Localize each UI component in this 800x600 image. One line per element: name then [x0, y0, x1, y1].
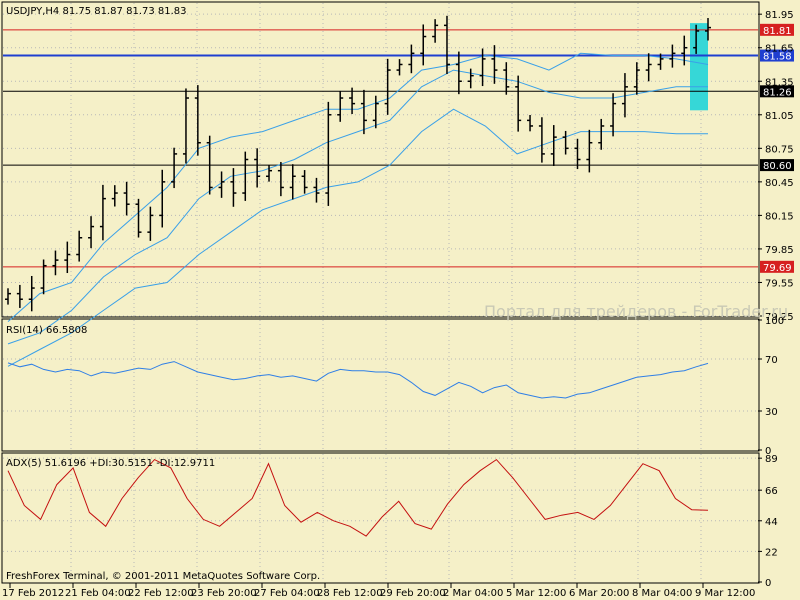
y-tick-label: 81.05 [765, 111, 794, 122]
y-tick-label: 81.35 [765, 77, 794, 88]
adx-y-tick-label: 66 [765, 486, 778, 497]
band-middle-line [7, 69, 708, 345]
watermark-text: Портал для трейдеров - ForTrader.ru [484, 302, 788, 321]
level-tag [760, 260, 794, 273]
adx-label: ADX(5) 51.6196 +DI:30.5151 -DI:12.9711 [6, 458, 215, 469]
x-tick-label: 9 Mar 12:00 [695, 588, 755, 599]
rsi-y-tick-label: 100 [765, 316, 784, 327]
level-label: 81.58 [763, 52, 792, 63]
x-tick-label: 17 Feb 2012 [2, 588, 64, 599]
level-tag [760, 23, 794, 36]
adx-pane[interactable] [1, 452, 760, 584]
band-lower-line [7, 108, 708, 367]
y-tick-label: 79.25 [765, 312, 794, 323]
adx-y-tick-label: 89 [765, 454, 778, 465]
y-tick-label: 81.65 [765, 44, 794, 55]
x-tick-label: 21 Feb 04:00 [65, 588, 131, 599]
level-tag [760, 85, 794, 98]
y-tick-label: 79.55 [765, 278, 794, 289]
adx-y-tick-label: 22 [765, 547, 778, 558]
x-tick-label: 6 Mar 20:00 [569, 588, 629, 599]
band-upper-line [7, 52, 709, 322]
x-tick-label: 8 Mar 04:00 [632, 588, 692, 599]
x-tick-label: 23 Feb 20:00 [191, 588, 257, 599]
copyright-text: FreshForex Terminal, © 2001-2011 MetaQuo… [6, 571, 320, 582]
y-tick-label: 79.85 [765, 245, 794, 256]
highlight-zone [690, 23, 708, 111]
symbol-header: USDJPY,H4 81.75 81.87 81.73 81.83 [6, 6, 187, 17]
level-label: 81.81 [763, 26, 792, 37]
adx-y-tick-label: 0 [765, 578, 771, 589]
x-tick-label: 5 Mar 12:00 [506, 588, 566, 599]
adx-line [7, 458, 709, 537]
rsi-label: RSI(14) 66.5808 [6, 325, 87, 336]
x-tick-label: 29 Feb 20:00 [380, 588, 446, 599]
y-tick-label: 80.75 [765, 144, 794, 155]
rsi-line [7, 361, 709, 399]
main-pane[interactable] [1, 1, 760, 318]
adx-y-tick-label: 44 [765, 517, 778, 528]
level-label: 81.26 [763, 87, 792, 98]
rsi-pane[interactable] [1, 318, 760, 452]
level-label: 79.69 [763, 263, 792, 274]
level-label: 80.60 [763, 161, 792, 172]
rsi-y-tick-label: 0 [765, 446, 771, 457]
x-tick-label: 27 Feb 04:00 [254, 588, 320, 599]
y-tick-label: 80.45 [765, 178, 794, 189]
rsi-y-tick-label: 70 [765, 355, 778, 366]
y-tick-label: 80.15 [765, 211, 794, 222]
x-tick-label: 28 Feb 12:00 [317, 588, 383, 599]
x-tick-label: 2 Mar 04:00 [443, 588, 503, 599]
level-tag [760, 49, 794, 62]
x-tick-label: 22 Feb 12:00 [128, 588, 194, 599]
rsi-y-tick-label: 30 [765, 407, 778, 418]
level-tag [760, 159, 794, 172]
y-tick-label: 81.95 [765, 10, 794, 21]
